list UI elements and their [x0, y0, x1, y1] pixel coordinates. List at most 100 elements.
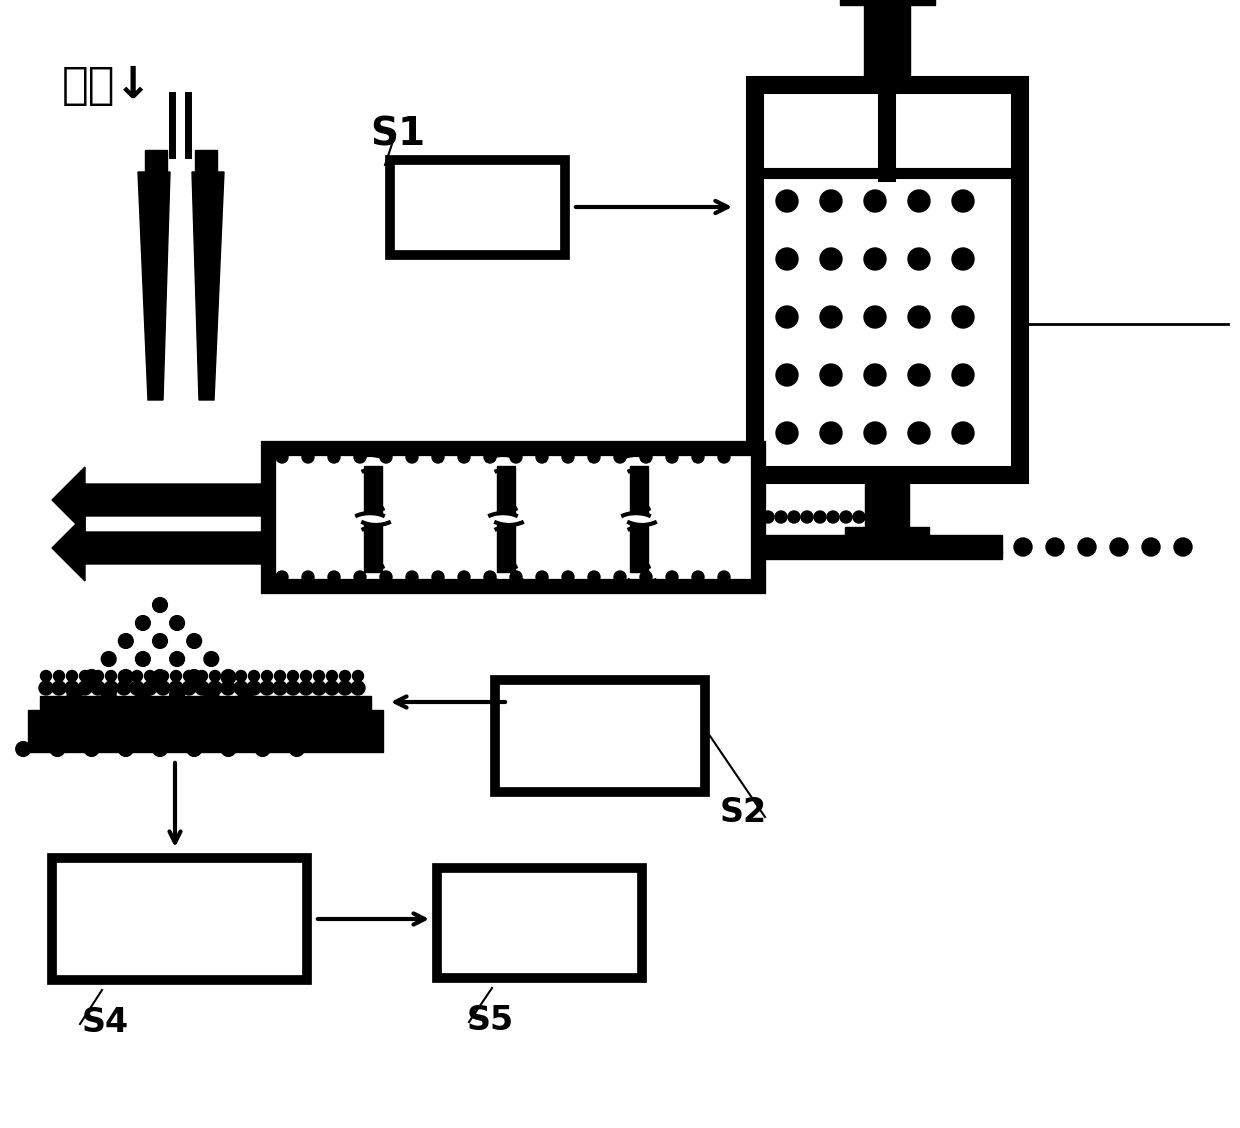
Circle shape [104, 681, 118, 695]
Circle shape [854, 538, 872, 556]
Circle shape [248, 670, 259, 681]
Circle shape [187, 670, 202, 685]
Circle shape [171, 670, 181, 681]
Circle shape [1110, 538, 1128, 556]
Circle shape [170, 688, 185, 703]
Circle shape [484, 571, 496, 583]
Circle shape [562, 571, 574, 583]
Circle shape [908, 190, 930, 212]
Circle shape [84, 670, 99, 685]
Circle shape [170, 724, 185, 739]
Circle shape [908, 306, 930, 328]
Circle shape [105, 670, 117, 681]
Circle shape [329, 571, 340, 583]
Circle shape [614, 571, 626, 583]
Circle shape [153, 598, 167, 613]
Circle shape [908, 248, 930, 270]
Circle shape [273, 681, 286, 695]
Circle shape [221, 681, 236, 695]
Circle shape [339, 681, 352, 695]
Circle shape [303, 571, 314, 583]
Circle shape [33, 724, 47, 739]
Bar [864, 5, 910, 85]
Circle shape [145, 670, 155, 681]
Circle shape [908, 364, 930, 386]
Polygon shape [138, 171, 170, 400]
Circle shape [1142, 538, 1159, 556]
Circle shape [952, 190, 973, 212]
Circle shape [588, 451, 600, 462]
Circle shape [93, 670, 103, 681]
Bar [755, 85, 1021, 475]
Circle shape [299, 681, 312, 695]
Text: S1: S1 [370, 116, 425, 155]
Bar [268, 448, 758, 587]
Circle shape [790, 538, 808, 556]
Circle shape [820, 190, 842, 212]
Circle shape [102, 724, 117, 739]
Circle shape [203, 688, 218, 703]
Circle shape [352, 670, 363, 681]
Circle shape [353, 571, 366, 583]
Circle shape [262, 670, 273, 681]
Circle shape [864, 422, 887, 444]
Circle shape [50, 706, 64, 721]
Circle shape [135, 652, 150, 667]
Circle shape [666, 451, 678, 462]
Bar [365, 525, 382, 572]
Bar [495, 680, 706, 792]
Bar [497, 525, 515, 572]
Circle shape [340, 670, 351, 681]
Circle shape [38, 681, 53, 695]
Circle shape [536, 451, 548, 462]
Circle shape [273, 724, 288, 739]
Circle shape [196, 670, 207, 681]
Circle shape [170, 616, 185, 631]
Circle shape [484, 451, 496, 462]
Circle shape [67, 670, 77, 681]
Circle shape [208, 681, 222, 695]
Circle shape [102, 688, 117, 703]
Circle shape [776, 306, 799, 328]
Circle shape [1174, 538, 1192, 556]
Bar [755, 535, 1002, 559]
Circle shape [640, 451, 652, 462]
Bar [630, 466, 649, 514]
Circle shape [1078, 538, 1096, 556]
Circle shape [236, 670, 247, 681]
Circle shape [238, 688, 253, 703]
Bar [195, 150, 217, 171]
Circle shape [692, 571, 704, 583]
Circle shape [718, 451, 730, 462]
Circle shape [102, 652, 117, 667]
Circle shape [221, 741, 236, 757]
Circle shape [274, 670, 285, 681]
Circle shape [247, 681, 260, 695]
Circle shape [718, 571, 730, 583]
Text: S4: S4 [82, 1005, 129, 1039]
Circle shape [255, 741, 270, 757]
Circle shape [156, 681, 170, 695]
Circle shape [776, 364, 799, 386]
Circle shape [234, 681, 248, 695]
Circle shape [405, 571, 418, 583]
Bar [866, 475, 909, 527]
Bar [365, 466, 382, 514]
Circle shape [329, 451, 340, 462]
Circle shape [692, 451, 704, 462]
Circle shape [277, 571, 288, 583]
Bar [497, 466, 515, 514]
Bar [391, 160, 565, 255]
Circle shape [1047, 538, 1064, 556]
Circle shape [187, 741, 202, 757]
Circle shape [813, 511, 826, 523]
Circle shape [918, 538, 936, 556]
Circle shape [763, 511, 774, 523]
Circle shape [300, 670, 311, 681]
Bar [40, 696, 371, 710]
Circle shape [950, 538, 968, 556]
Circle shape [187, 634, 202, 649]
Circle shape [864, 306, 887, 328]
Circle shape [432, 571, 444, 583]
Circle shape [187, 706, 202, 721]
